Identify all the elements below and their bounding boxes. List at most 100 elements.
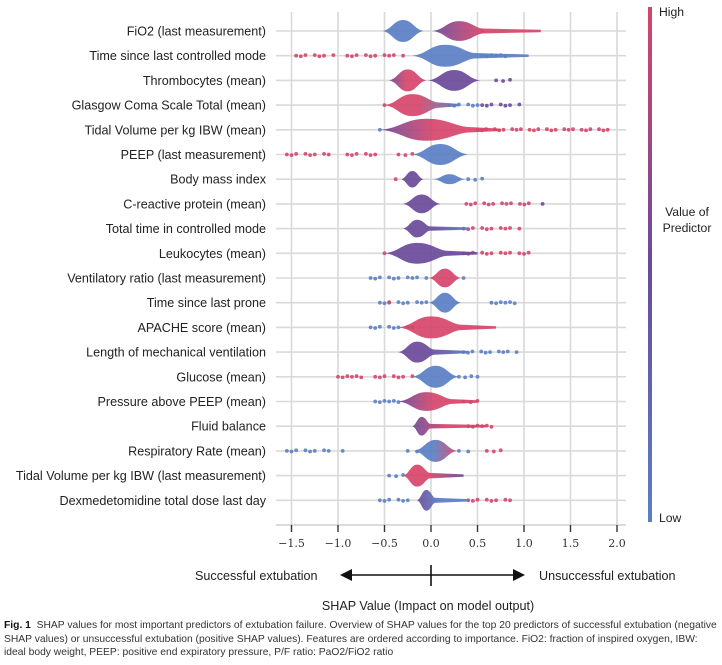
data-point bbox=[405, 300, 410, 305]
feature-label: Fluid balance bbox=[191, 420, 266, 434]
data-point bbox=[526, 250, 531, 255]
x-tick-label: 0.5 bbox=[469, 537, 487, 550]
data-point bbox=[391, 53, 396, 57]
data-point bbox=[424, 300, 429, 304]
data-point bbox=[401, 499, 405, 503]
data-point bbox=[391, 399, 396, 403]
data-point bbox=[294, 448, 299, 453]
data-point bbox=[512, 301, 517, 306]
data-point bbox=[480, 103, 485, 107]
density-cluster bbox=[433, 174, 466, 185]
data-point bbox=[403, 153, 408, 158]
data-point bbox=[364, 152, 368, 156]
data-point bbox=[294, 53, 299, 58]
colorbar-high-label: High bbox=[659, 5, 684, 19]
data-point bbox=[345, 53, 350, 58]
data-point bbox=[508, 103, 512, 107]
data-point bbox=[494, 301, 498, 306]
data-point bbox=[359, 375, 364, 380]
data-point bbox=[508, 77, 512, 82]
data-point bbox=[470, 349, 475, 354]
data-point bbox=[387, 324, 392, 329]
data-point bbox=[470, 103, 475, 108]
data-point bbox=[470, 499, 475, 503]
data-point bbox=[518, 202, 522, 206]
density-cluster bbox=[384, 242, 478, 264]
data-point bbox=[387, 300, 392, 305]
feature-label: Length of mechanical ventilation bbox=[86, 346, 266, 360]
data-point bbox=[410, 276, 415, 280]
data-point bbox=[350, 374, 354, 379]
data-point bbox=[473, 177, 478, 182]
data-point bbox=[479, 349, 484, 354]
data-point bbox=[368, 153, 373, 158]
density-cluster bbox=[417, 489, 469, 511]
data-point bbox=[494, 498, 498, 503]
data-point bbox=[415, 275, 419, 280]
data-point bbox=[354, 374, 359, 379]
data-point bbox=[503, 497, 508, 502]
data-point bbox=[500, 201, 504, 206]
successful-extubation-label: Successful extubation bbox=[195, 569, 318, 583]
data-point bbox=[508, 498, 512, 503]
data-point bbox=[517, 226, 522, 231]
data-point bbox=[503, 226, 508, 231]
feature-label: APACHE score (mean) bbox=[137, 321, 266, 335]
x-axis: −1.5 −1.0 −0.5 0.0 0.5 1.0 1.5 2.0 bbox=[276, 524, 626, 550]
data-point bbox=[354, 53, 359, 57]
data-point bbox=[294, 152, 299, 156]
data-point bbox=[584, 128, 588, 133]
feature-label: Respiratory Rate (mean) bbox=[128, 444, 266, 458]
data-point bbox=[289, 449, 294, 454]
data-point bbox=[373, 276, 378, 281]
data-point bbox=[540, 202, 545, 206]
feature-label: FiO2 (last measurement) bbox=[127, 25, 266, 39]
beeswarm-marks bbox=[284, 20, 610, 511]
data-point bbox=[486, 202, 491, 207]
data-point bbox=[308, 449, 312, 454]
data-point bbox=[396, 497, 401, 502]
data-point bbox=[510, 127, 515, 132]
data-point bbox=[303, 152, 308, 156]
data-point bbox=[382, 301, 387, 306]
data-point bbox=[387, 275, 392, 280]
density-cluster bbox=[403, 194, 441, 214]
data-point bbox=[498, 102, 503, 107]
data-point bbox=[514, 350, 519, 354]
x-axis-title: SHAP Value (Impact on model output) bbox=[322, 599, 534, 613]
data-point bbox=[350, 153, 354, 158]
data-point bbox=[605, 127, 610, 132]
data-point bbox=[368, 54, 373, 59]
colorbar-low-label: Low bbox=[659, 511, 682, 525]
data-point bbox=[480, 226, 485, 230]
data-point bbox=[480, 176, 485, 181]
arrow-right-head bbox=[513, 569, 525, 581]
x-tick-label: 0.0 bbox=[422, 537, 440, 550]
data-point bbox=[475, 497, 480, 502]
colorbar-title-line1: Value of bbox=[665, 205, 709, 219]
data-point bbox=[503, 103, 508, 108]
data-point bbox=[508, 226, 512, 230]
feature-label: Time since last prone bbox=[147, 296, 266, 310]
data-point bbox=[391, 326, 396, 330]
data-point bbox=[387, 473, 392, 478]
data-point bbox=[393, 177, 398, 182]
density-cluster bbox=[412, 416, 487, 436]
data-point bbox=[562, 127, 567, 132]
feature-label: Tidal Volume per kg IBW (mean) bbox=[84, 123, 266, 137]
data-point bbox=[401, 473, 405, 477]
data-point bbox=[424, 276, 429, 280]
data-point bbox=[484, 252, 489, 256]
data-point bbox=[377, 300, 382, 305]
data-point bbox=[475, 103, 480, 107]
feature-label: Tidal Volume per kg IBW (last measuremen… bbox=[16, 469, 266, 483]
data-point bbox=[469, 374, 474, 379]
data-point bbox=[470, 226, 475, 230]
data-point bbox=[508, 300, 512, 304]
density-cluster bbox=[398, 316, 497, 339]
density-cluster bbox=[412, 144, 469, 165]
data-point bbox=[489, 424, 494, 429]
data-point bbox=[579, 127, 584, 132]
shap-summary-chart: FiO2 (last measurement) Time since last c… bbox=[16, 5, 712, 613]
data-point bbox=[289, 153, 294, 158]
